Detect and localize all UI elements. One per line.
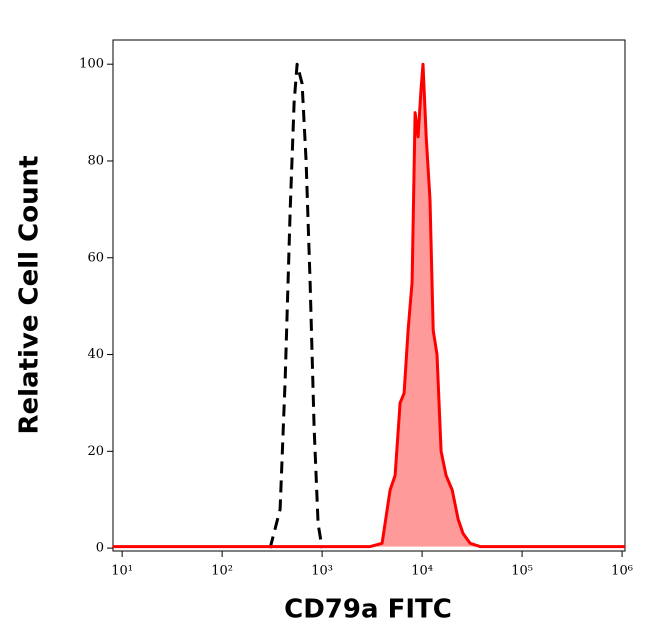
x-tick-label: 10⁶: [611, 564, 633, 579]
y-tick-label: 0: [96, 541, 104, 556]
y-tick-label: 40: [87, 347, 104, 362]
y-tick-label: 80: [87, 153, 104, 168]
line: [113, 62, 625, 549]
plot-frame: [112, 39, 626, 552]
x-tick-label: 10⁴: [411, 564, 433, 579]
y-tick-label: 100: [79, 57, 104, 72]
x-tick-label: 10³: [311, 564, 333, 579]
y-axis-label: Relative Cell Count: [15, 155, 45, 434]
x-axis-label: CD79a FITC: [284, 595, 452, 625]
x-tick-label: 10²: [211, 564, 233, 579]
line: [268, 62, 324, 549]
y-tick-label: 20: [87, 444, 104, 459]
x-tick-label: 10¹: [111, 564, 133, 579]
x-tick-label: 10⁵: [511, 564, 533, 579]
y-tick-label: 60: [87, 250, 104, 265]
area: [113, 64, 625, 547]
